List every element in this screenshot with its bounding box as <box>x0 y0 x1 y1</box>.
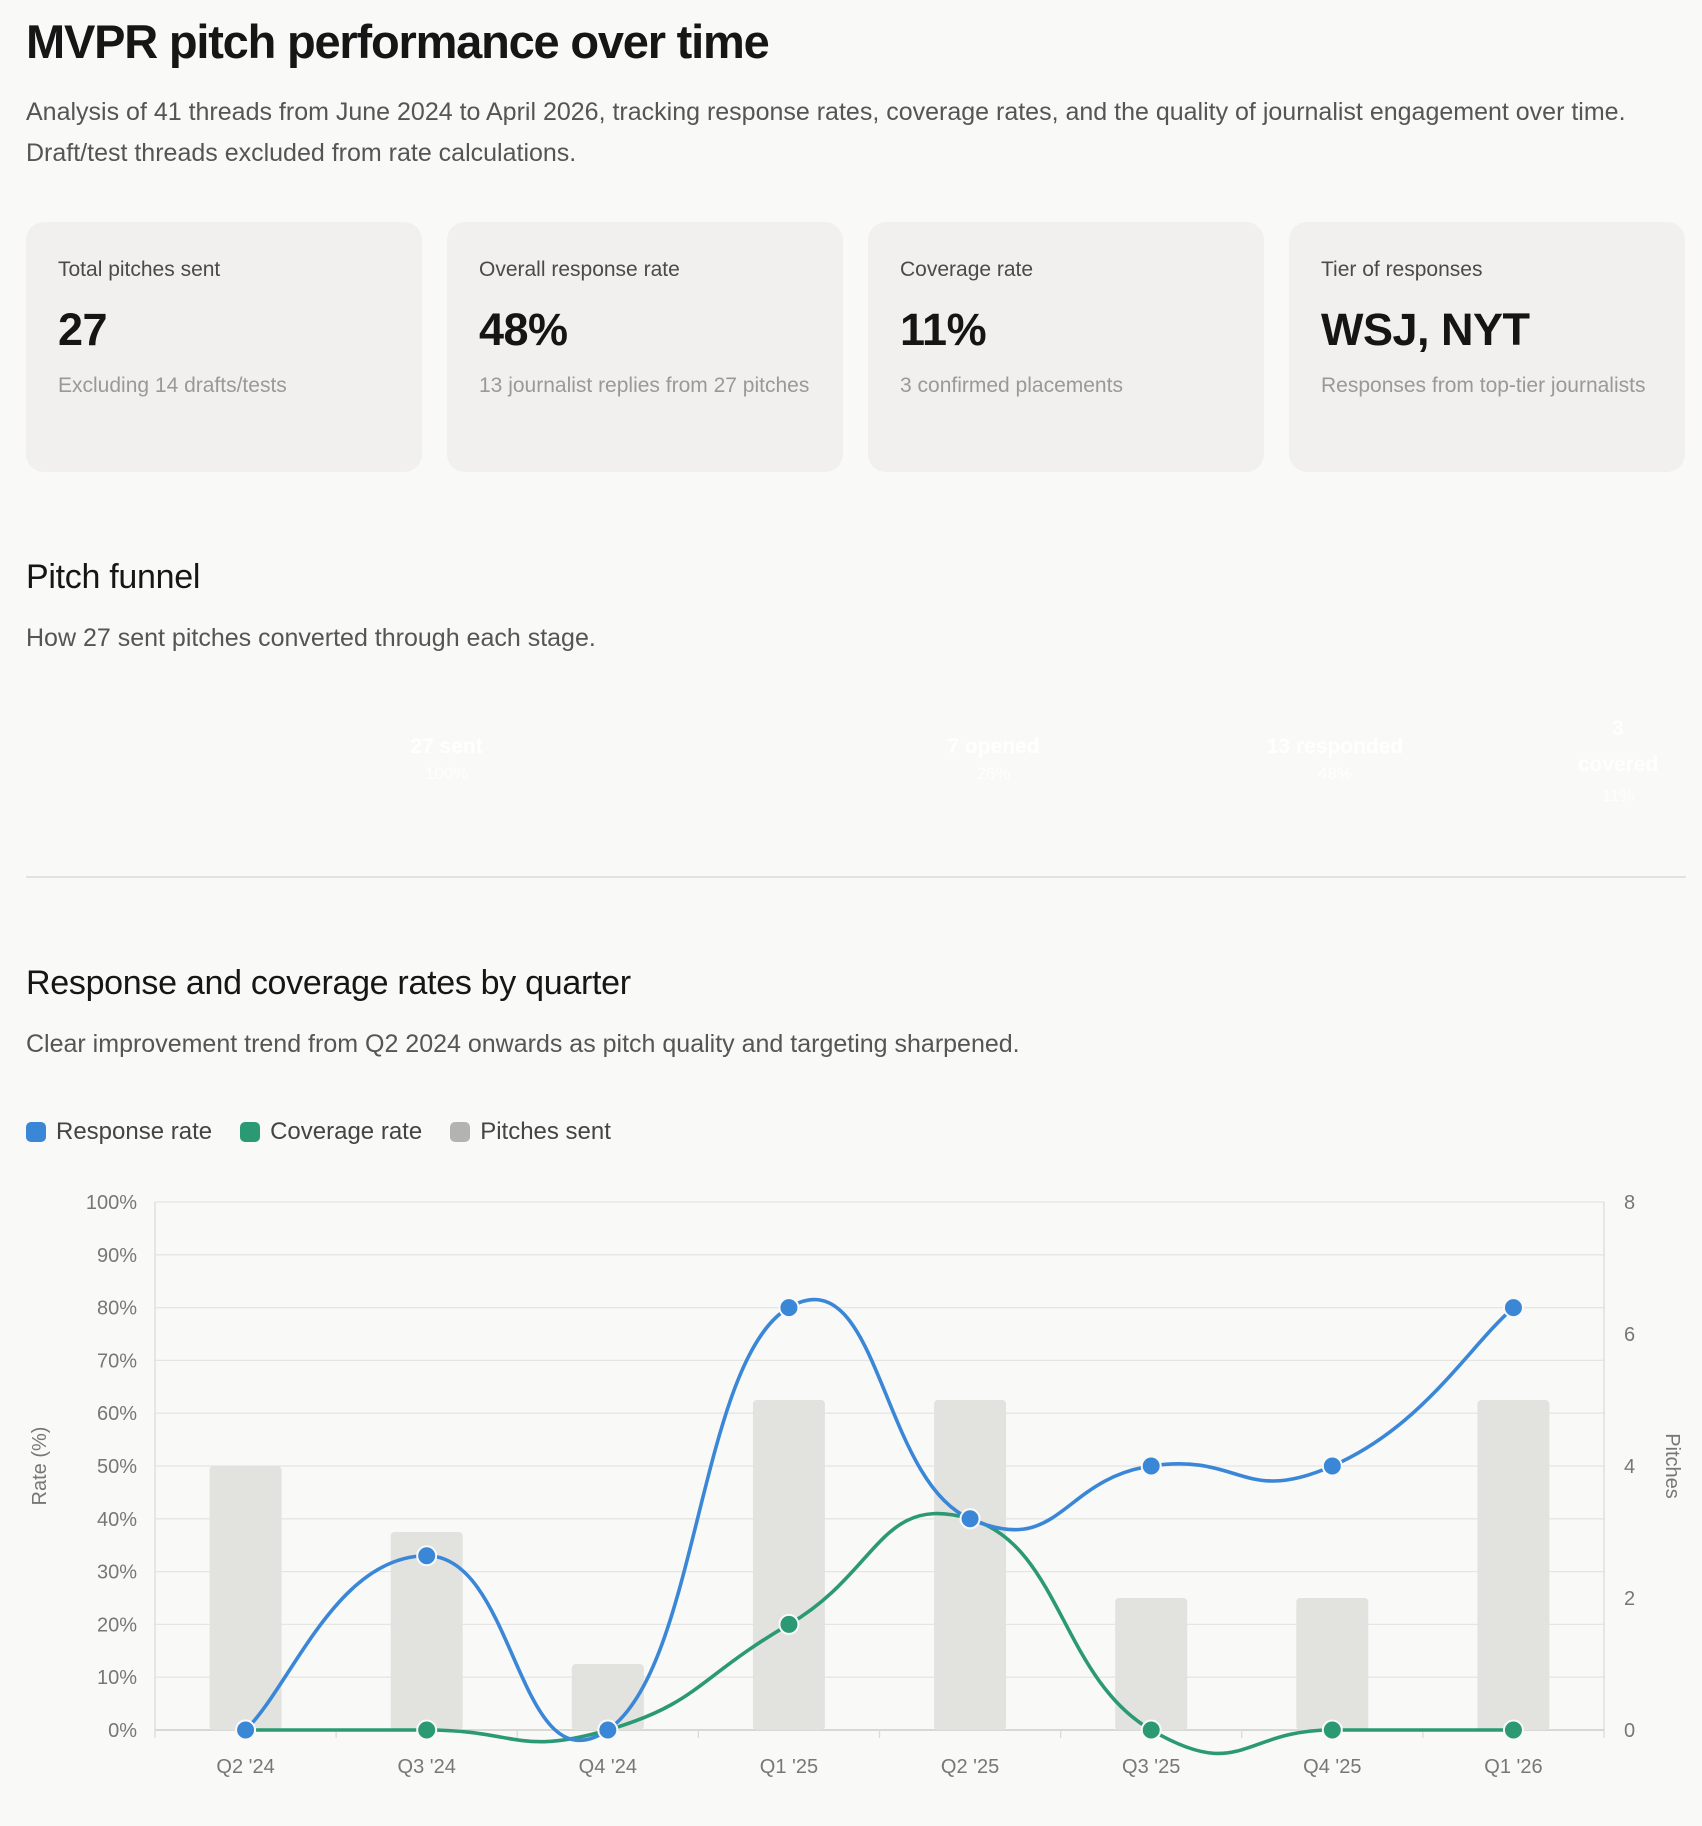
funnel-segment-percent: 26% <box>976 764 1011 783</box>
coverage-rate-point <box>778 1613 800 1635</box>
legend-label: Response rate <box>56 1118 213 1145</box>
legend-swatch <box>240 1122 261 1142</box>
quarterly-rates-chart: 0% 10% 20% 30% 40% 50% 60% 70% 80% 90% 100% 0 2 4 6 8 Ra… <box>29 1192 1683 1778</box>
y2-tick-label: 8 <box>1624 1192 1635 1214</box>
x-tick-label: Q2 '24 <box>216 1756 274 1778</box>
chart-legend: Response rate Coverage rate Pitches sent <box>26 1118 611 1146</box>
pitches-sent-bar <box>1477 1400 1550 1730</box>
stat-label: Overall response rate <box>479 258 680 281</box>
pitches-sent-bar <box>209 1466 282 1730</box>
legend-item-coverage-rate[interactable]: Coverage rate <box>240 1118 422 1146</box>
response-rate-point <box>1140 1455 1162 1477</box>
stat-card-response-rate: Overall response rate 48% 13 journalist … <box>447 222 843 472</box>
stat-card-response-tier: Tier of responses WSJ, NYT Responses fro… <box>1289 222 1685 472</box>
stat-card-total-pitches: Total pitches sent 27 Excluding 14 draft… <box>26 222 422 472</box>
funnel-segment-responded[interactable]: 13 responded 48% <box>1120 708 1550 812</box>
stat-subtext: 13 journalist replies from 27 pitches <box>479 374 810 397</box>
funnel-segment-opened[interactable]: 7 opened 26% <box>867 708 1120 812</box>
y-tick-label: 90% <box>97 1245 137 1267</box>
coverage-rate-point <box>416 1719 438 1741</box>
legend-item-response-rate[interactable]: Response rate <box>26 1118 212 1146</box>
funnel-segment-percent: 11% <box>1601 786 1635 805</box>
funnel-description: How 27 sent pitches converted through ea… <box>26 624 596 652</box>
stat-value: 48% <box>479 304 568 355</box>
y2-axis-title: Pitches <box>1661 1433 1683 1499</box>
response-rate-point <box>778 1297 800 1319</box>
response-rate-line <box>243 1297 1516 1742</box>
quarterly-description: Clear improvement trend from Q2 2024 onw… <box>26 1030 1020 1058</box>
funnel-segment-label: 27 sent <box>410 735 483 758</box>
response-rate-point <box>597 1719 619 1741</box>
pitches-sent-bar <box>390 1532 463 1730</box>
response-rate-point <box>1321 1455 1343 1477</box>
y-tick-label: 30% <box>97 1562 137 1584</box>
legend-swatch <box>26 1122 46 1142</box>
funnel-segment-sent[interactable]: 27 sent 100% <box>26 708 867 812</box>
x-tick-label: Q4 '24 <box>579 1756 637 1778</box>
y-tick-label: 70% <box>97 1350 137 1372</box>
funnel-segment-covered[interactable]: 3 covered 11% <box>1550 708 1686 812</box>
pitch-funnel-bar: 27 sent 100% 7 opened 26% 13 responded 4… <box>26 708 1686 812</box>
stat-label: Tier of responses <box>1321 258 1483 281</box>
pitches-sent-bar <box>1296 1598 1369 1730</box>
x-tick-label: Q2 '25 <box>941 1756 999 1778</box>
stat-subtext: 3 confirmed placements <box>900 374 1123 397</box>
stat-label: Total pitches sent <box>58 258 221 281</box>
funnel-segment-percent: 48% <box>1317 764 1353 783</box>
coverage-rate-point <box>1321 1719 1343 1741</box>
funnel-segment-percent: 100% <box>424 764 469 783</box>
y-tick-label: 50% <box>97 1456 137 1478</box>
page-intro: Analysis of 41 threads from June 2024 to… <box>26 98 1626 167</box>
stat-subtext: Excluding 14 drafts/tests <box>58 374 287 397</box>
funnel-heading: Pitch funnel <box>26 558 201 596</box>
coverage-rate-point <box>1140 1719 1162 1741</box>
stat-card-coverage-rate: Coverage rate 11% 3 confirmed placements <box>868 222 1264 472</box>
stat-value: WSJ, NYT <box>1321 304 1530 355</box>
y2-tick-label: 2 <box>1624 1588 1635 1610</box>
x-tick-label: Q1 '26 <box>1484 1756 1542 1778</box>
legend-label: Pitches sent <box>480 1118 611 1145</box>
y-axis-title: Rate (%) <box>29 1427 51 1506</box>
y-tick-label: 100% <box>86 1192 137 1214</box>
y-tick-label: 40% <box>97 1509 137 1531</box>
funnel-segment-label: 13 responded <box>1266 735 1404 758</box>
stat-subtext: Responses from top-tier journalists <box>1321 374 1646 397</box>
funnel-segment-label: 7 opened <box>947 735 1040 758</box>
quarterly-heading: Response and coverage rates by quarter <box>26 964 631 1002</box>
legend-swatch <box>450 1122 471 1142</box>
pitches-sent-bar <box>934 1400 1007 1730</box>
x-tick-label: Q3 '24 <box>398 1756 456 1778</box>
stat-value: 11% <box>900 304 987 355</box>
stat-cards: Total pitches sent 27 Excluding 14 draft… <box>26 222 1686 472</box>
pitches-sent-bar <box>1115 1598 1188 1730</box>
y-tick-label: 10% <box>97 1667 137 1689</box>
response-rate-point <box>416 1545 438 1567</box>
y-tick-label: 0% <box>108 1720 137 1742</box>
legend-label: Coverage rate <box>270 1118 423 1145</box>
page-title: MVPR pitch performance over time <box>26 15 770 68</box>
y2-tick-label: 0 <box>1624 1720 1635 1742</box>
stat-value: 27 <box>58 304 108 355</box>
coverage-rate-point <box>1502 1719 1524 1741</box>
y-tick-label: 60% <box>97 1403 137 1425</box>
x-tick-label: Q4 '25 <box>1303 1756 1361 1778</box>
x-tick-label: Q1 '25 <box>760 1756 818 1778</box>
response-rate-point <box>1502 1297 1524 1319</box>
pitches-sent-bar <box>752 1400 825 1730</box>
y2-tick-label: 6 <box>1624 1324 1635 1346</box>
response-rate-point <box>235 1719 257 1741</box>
x-tick-label: Q3 '25 <box>1122 1756 1180 1778</box>
section-divider <box>26 876 1686 878</box>
response-rate-point <box>959 1508 981 1530</box>
funnel-segment-label: 3 covered <box>1577 717 1659 776</box>
stat-label: Coverage rate <box>900 258 1034 281</box>
y-tick-label: 20% <box>97 1614 137 1636</box>
coverage-rate-line <box>243 1511 1516 1756</box>
y2-tick-label: 4 <box>1624 1456 1635 1478</box>
y-tick-label: 80% <box>97 1298 137 1320</box>
legend-item-pitches-sent[interactable]: Pitches sent <box>450 1118 611 1146</box>
